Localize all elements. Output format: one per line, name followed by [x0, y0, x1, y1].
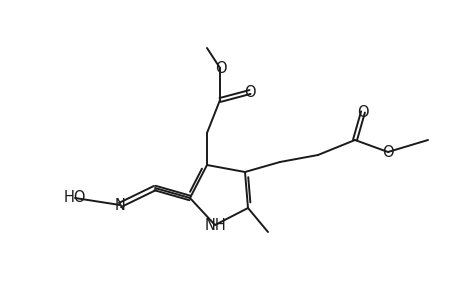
Text: O: O: [381, 145, 393, 160]
Text: O: O: [244, 85, 255, 100]
Text: O: O: [356, 104, 368, 119]
Text: O: O: [215, 61, 226, 76]
Text: HO: HO: [64, 190, 86, 206]
Text: NH: NH: [205, 218, 226, 232]
Text: N: N: [114, 197, 125, 212]
